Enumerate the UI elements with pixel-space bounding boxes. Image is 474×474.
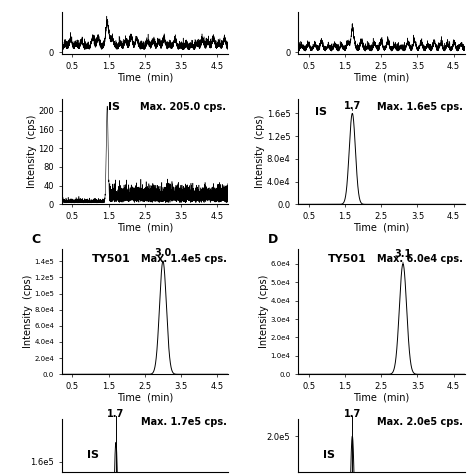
Y-axis label: Intensity  (cps): Intensity (cps)	[255, 115, 265, 189]
Text: Max. 6.0e4 cps.: Max. 6.0e4 cps.	[377, 254, 463, 264]
Text: D: D	[268, 233, 278, 246]
Text: C: C	[32, 233, 41, 246]
X-axis label: Time  (min): Time (min)	[353, 392, 410, 402]
X-axis label: Time  (min): Time (min)	[117, 392, 173, 402]
Text: Max. 2.0e5 cps.: Max. 2.0e5 cps.	[377, 418, 463, 428]
Text: 1.7: 1.7	[344, 409, 361, 419]
X-axis label: Time  (min): Time (min)	[117, 73, 173, 82]
Text: IS: IS	[108, 102, 120, 112]
Text: Max. 1.7e5 cps.: Max. 1.7e5 cps.	[141, 418, 227, 428]
Y-axis label: Intensity  (cps): Intensity (cps)	[27, 115, 36, 189]
X-axis label: Time  (min): Time (min)	[353, 73, 410, 82]
X-axis label: Time  (min): Time (min)	[117, 222, 173, 232]
Text: 1.7: 1.7	[344, 101, 361, 111]
Text: TY501: TY501	[328, 254, 367, 264]
Text: TY501: TY501	[91, 254, 130, 264]
Text: 3.0: 3.0	[155, 248, 172, 261]
Text: Max. 1.6e5 cps.: Max. 1.6e5 cps.	[377, 102, 463, 112]
Y-axis label: Intensity  (cps): Intensity (cps)	[23, 275, 33, 348]
Text: IS: IS	[315, 107, 327, 117]
Text: 3.1: 3.1	[394, 249, 411, 264]
Y-axis label: Intensity  (cps): Intensity (cps)	[259, 275, 269, 348]
Text: IS: IS	[87, 450, 99, 460]
Text: IS: IS	[323, 450, 335, 460]
X-axis label: Time  (min): Time (min)	[353, 222, 410, 232]
Text: 1.7: 1.7	[107, 409, 125, 419]
Text: Max. 205.0 cps.: Max. 205.0 cps.	[140, 102, 227, 112]
Text: Max. 1.4e5 cps.: Max. 1.4e5 cps.	[141, 254, 227, 264]
